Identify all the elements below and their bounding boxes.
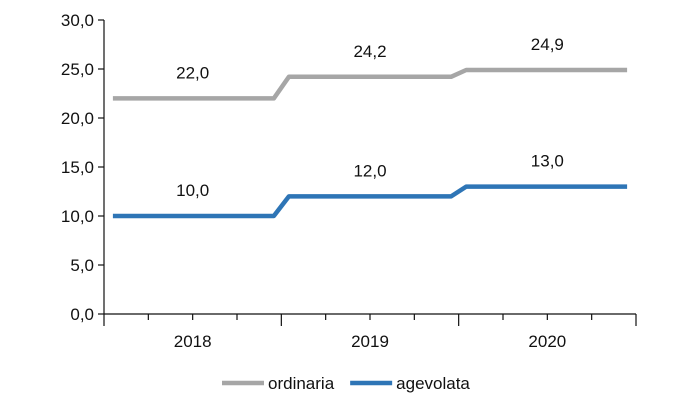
data-label-agevolata: 12,0 — [353, 161, 386, 180]
x-tick-label: 2020 — [528, 332, 566, 351]
series-layer — [112, 67, 628, 219]
legend: ordinaria agevolata — [222, 374, 470, 393]
legend-label-ordinaria: ordinaria — [268, 374, 335, 393]
x-tick-label: 2018 — [174, 332, 212, 351]
y-axis: 0,0 5,0 10,0 15,0 20,0 25,0 30,0 — [61, 11, 105, 324]
series-line-agevolata — [112, 184, 628, 219]
data-labels: 22,0 24,2 24,9 10,0 12,0 13,0 — [176, 35, 564, 200]
y-tick-label: 10,0 — [61, 207, 94, 226]
series-line-ordinaria — [112, 67, 628, 101]
y-tick-label: 5,0 — [70, 256, 94, 275]
y-tick-label: 30,0 — [61, 11, 94, 30]
data-label-ordinaria: 24,9 — [531, 35, 564, 54]
x-axis: 2018 2019 2020 — [103, 313, 637, 351]
y-tick-label: 20,0 — [61, 109, 94, 128]
y-tick-label: 0,0 — [70, 305, 94, 324]
data-label-agevolata: 10,0 — [176, 181, 209, 200]
y-tick-label: 25,0 — [61, 60, 94, 79]
y-tick-label: 15,0 — [61, 158, 94, 177]
legend-label-agevolata: agevolata — [396, 374, 470, 393]
data-label-ordinaria: 22,0 — [176, 63, 209, 82]
data-label-agevolata: 13,0 — [531, 152, 564, 171]
x-tick-label: 2019 — [351, 332, 389, 351]
data-label-ordinaria: 24,2 — [353, 42, 386, 61]
